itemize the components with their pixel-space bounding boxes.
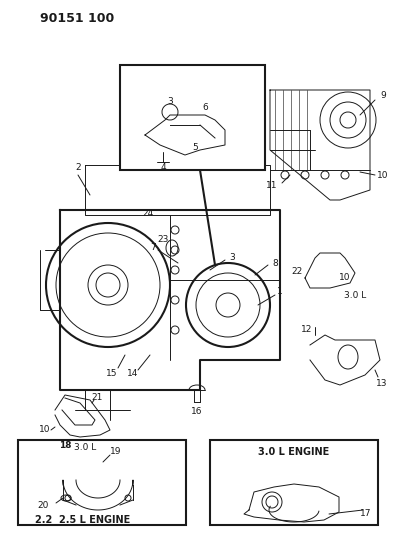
Text: 3.0 L ENGINE: 3.0 L ENGINE — [258, 447, 329, 457]
Text: 10: 10 — [339, 273, 351, 282]
Text: 9: 9 — [380, 91, 386, 100]
Text: 18: 18 — [59, 440, 71, 449]
Text: 22: 22 — [292, 266, 303, 276]
Bar — [120, 65, 265, 170]
Text: 17: 17 — [360, 508, 372, 518]
Text: 2.2  2.5 L ENGINE: 2.2 2.5 L ENGINE — [36, 515, 131, 525]
Text: 16: 16 — [191, 408, 203, 416]
Text: 2: 2 — [75, 164, 81, 173]
Text: 7: 7 — [150, 243, 156, 252]
Bar — [210, 440, 378, 525]
Text: 90151 100: 90151 100 — [40, 12, 114, 25]
Text: 1: 1 — [277, 287, 283, 296]
Text: 15: 15 — [106, 368, 118, 377]
Text: 3: 3 — [167, 98, 173, 107]
Text: 10: 10 — [377, 171, 389, 180]
Bar — [18, 440, 186, 525]
Text: 3: 3 — [229, 253, 235, 262]
Text: 21: 21 — [91, 393, 103, 402]
Text: 12: 12 — [301, 326, 313, 335]
Text: 3.0 L: 3.0 L — [344, 290, 366, 300]
Text: 24: 24 — [142, 208, 154, 217]
Text: 13: 13 — [376, 378, 388, 387]
Text: 4: 4 — [160, 164, 166, 173]
Text: 11: 11 — [266, 181, 278, 190]
Text: 10: 10 — [39, 425, 51, 434]
Text: 19: 19 — [110, 448, 122, 456]
Text: 20: 20 — [37, 500, 49, 510]
Text: 14: 14 — [127, 369, 139, 378]
Text: 23: 23 — [157, 236, 169, 245]
Text: 3.0 L: 3.0 L — [74, 442, 96, 451]
Text: 5: 5 — [192, 142, 198, 151]
Text: 8: 8 — [272, 259, 278, 268]
Text: 6: 6 — [202, 103, 208, 112]
